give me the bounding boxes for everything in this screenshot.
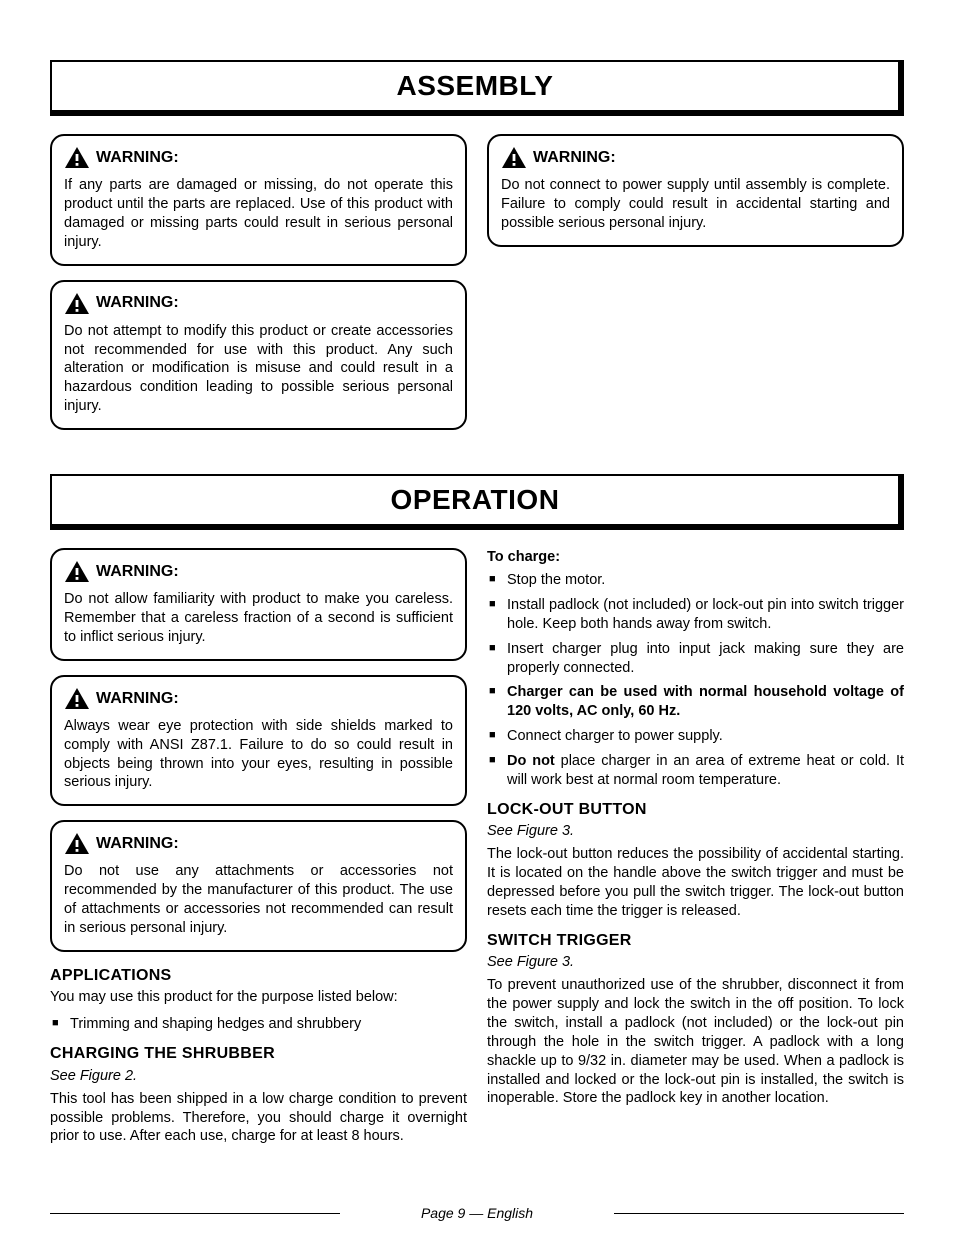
assembly-col-right: WARNING: Do not connect to power supply … [487, 134, 904, 444]
warning-label: WARNING: [533, 148, 616, 169]
warning-box: WARNING: Do not use any attachments or a… [50, 820, 467, 951]
warning-text: Always wear eye protection with side shi… [64, 717, 453, 792]
warning-header: WARNING: [501, 146, 890, 170]
list-item: Charger can be used with normal househol… [487, 683, 904, 721]
operation-col-left: WARNING: Do not allow familiarity with p… [50, 548, 467, 1154]
warning-header: WARNING: [64, 687, 453, 711]
warning-text: Do not attempt to modify this product or… [64, 322, 453, 416]
warning-label: WARNING: [96, 293, 179, 314]
figure-reference: See Figure 3. [487, 953, 904, 972]
warning-box: WARNING: Do not allow familiarity with p… [50, 548, 467, 661]
warning-label: WARNING: [96, 689, 179, 710]
warning-box: WARNING: Do not attempt to modify this p… [50, 280, 467, 430]
list-item: Do not place charger in an area of extre… [487, 752, 904, 790]
operation-col-right: To charge: Stop the motor. Install padlo… [487, 548, 904, 1154]
section-title: ASSEMBLY [52, 68, 898, 104]
operation-columns: WARNING: Do not allow familiarity with p… [50, 548, 904, 1154]
applications-list: Trimming and shaping hedges and shrubber… [50, 1015, 467, 1034]
figure-reference: See Figure 2. [50, 1067, 467, 1086]
warning-header: WARNING: [64, 832, 453, 856]
list-item: Install padlock (not included) or lock-o… [487, 596, 904, 634]
charging-heading: CHARGING THE SHRUBBER [50, 1044, 467, 1065]
warning-label: WARNING: [96, 148, 179, 169]
section-header-assembly: ASSEMBLY [50, 60, 904, 116]
list-item: Stop the motor. [487, 571, 904, 590]
warning-icon [64, 687, 90, 711]
assembly-col-left: WARNING: If any parts are damaged or mis… [50, 134, 467, 444]
list-item: Trimming and shaping hedges and shrubber… [50, 1015, 467, 1034]
switch-trigger-text: To prevent unauthorized use of the shrub… [487, 976, 904, 1108]
warning-header: WARNING: [64, 146, 453, 170]
warning-label: WARNING: [96, 562, 179, 583]
section-title: OPERATION [52, 482, 898, 518]
warning-icon [64, 292, 90, 316]
warning-icon [501, 146, 527, 170]
warning-text: Do not use any attachments or accessorie… [64, 862, 453, 937]
warning-box: WARNING: If any parts are damaged or mis… [50, 134, 467, 265]
applications-heading: APPLICATIONS [50, 966, 467, 987]
page-footer: Page 9 — English [50, 1204, 904, 1222]
lead-bold: Do not [507, 753, 555, 769]
warning-text: Do not allow familiarity with product to… [64, 590, 453, 647]
assembly-columns: WARNING: If any parts are damaged or mis… [50, 134, 904, 444]
warning-box: WARNING: Do not connect to power supply … [487, 134, 904, 247]
applications-intro: You may use this product for the purpose… [50, 988, 467, 1007]
warning-icon [64, 146, 90, 170]
warning-icon [64, 832, 90, 856]
warning-text: If any parts are damaged or missing, do … [64, 176, 453, 251]
footer-rule-right [614, 1213, 904, 1214]
warning-header: WARNING: [64, 292, 453, 316]
warning-label: WARNING: [96, 834, 179, 855]
footer-text: Page 9 — English [407, 1205, 547, 1221]
warning-header: WARNING: [64, 560, 453, 584]
to-charge-heading: To charge: [487, 548, 904, 567]
warning-icon [64, 560, 90, 584]
to-charge-list: Stop the motor. Install padlock (not inc… [487, 571, 904, 789]
rest-text: place charger in an area of extreme heat… [507, 753, 904, 788]
lockout-text: The lock-out button reduces the possibil… [487, 845, 904, 920]
list-item: Insert charger plug into input jack maki… [487, 640, 904, 678]
warning-text: Do not connect to power supply until ass… [501, 176, 890, 233]
lockout-heading: LOCK-OUT BUTTON [487, 800, 904, 821]
warning-box: WARNING: Always wear eye protection with… [50, 675, 467, 806]
section-header-operation: OPERATION [50, 474, 904, 530]
switch-trigger-heading: SWITCH TRIGGER [487, 931, 904, 952]
footer-rule-left [50, 1213, 340, 1214]
figure-reference: See Figure 3. [487, 822, 904, 841]
list-item: Connect charger to power supply. [487, 727, 904, 746]
charging-text: This tool has been shipped in a low char… [50, 1090, 467, 1147]
